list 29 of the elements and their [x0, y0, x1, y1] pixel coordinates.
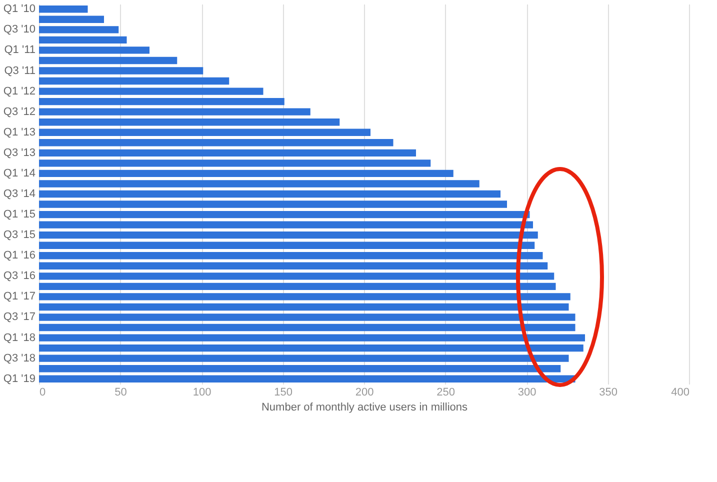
y-tick-label: Q3 '18 — [3, 352, 36, 364]
y-tick-label: Q3 '17 — [3, 311, 36, 324]
x-tick-label: 300 — [518, 386, 536, 398]
y-tick-label: Q1 '16 — [3, 250, 36, 262]
x-tick-label: 0 — [40, 386, 46, 398]
y-tick-label: Q3 '12 — [3, 106, 36, 118]
y-tick-label: Q3 '16 — [3, 270, 36, 282]
y-tick-label: Q3 '10 — [3, 24, 36, 36]
y-tick-label: Q3 '15 — [3, 229, 36, 242]
x-tick-label: 200 — [355, 386, 374, 398]
y-tick-label: Q1 '15 — [3, 208, 36, 221]
y-tick-label: Q3 '13 — [3, 146, 36, 159]
x-axis-title: Number of monthly active users in millions — [261, 402, 468, 414]
y-tick-label: Q1 '11 — [4, 44, 36, 56]
y-tick-label: Q1 '19 — [3, 372, 36, 385]
x-tick-label: 350 — [599, 386, 618, 398]
y-tick-label: Q3 '11 — [4, 64, 36, 77]
x-tick-label: 400 — [671, 386, 690, 398]
y-tick-label: Q1 '13 — [3, 126, 36, 138]
y-tick-label: Q1 '12 — [3, 85, 36, 98]
y-tick-label: Q1 '10 — [3, 3, 36, 16]
x-tick-label: 50 — [114, 386, 127, 398]
y-tick-label: Q1 '17 — [3, 290, 36, 303]
y-tick-label: Q1 '14 — [3, 167, 36, 180]
y-tick-label: Q1 '18 — [3, 332, 36, 344]
x-tick-label: 100 — [192, 386, 212, 398]
y-tick-label: Q3 '14 — [3, 188, 36, 200]
x-tick-label: 150 — [274, 386, 292, 398]
x-tick-label: 250 — [436, 386, 455, 398]
